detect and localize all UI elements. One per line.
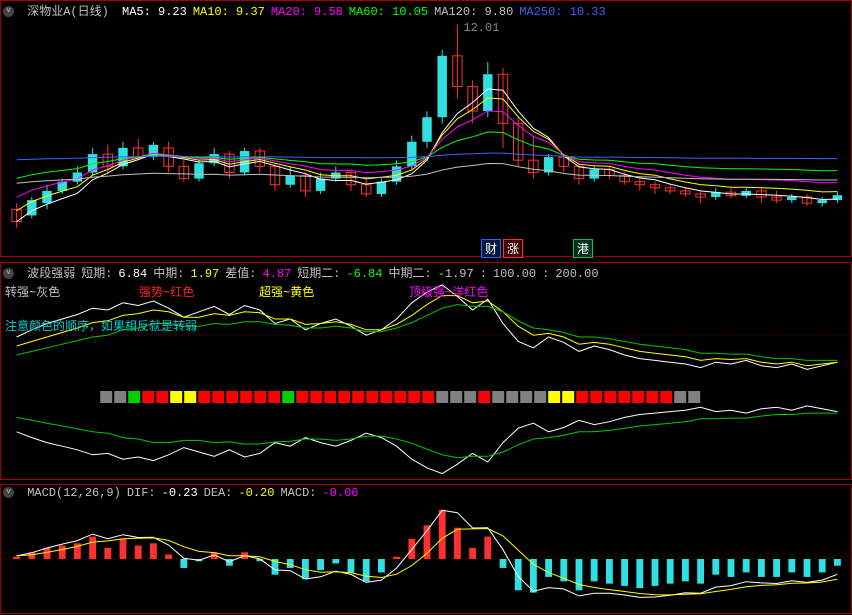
stock-title: 深物业A(日线) [27,5,109,19]
info-tag[interactable]: 涨 [503,239,523,258]
candlestick-panel[interactable]: ˅ 深物业A(日线) MA5: 9.23MA10: 9.37MA20: 9.58… [0,0,852,257]
panel-close-icon[interactable]: ˅ [3,487,14,498]
legend-item: 超强~黄色 [259,283,314,300]
legend-item: 转强~灰色 [5,283,60,300]
main-header: ˅ 深物业A(日线) MA5: 9.23MA10: 9.37MA20: 9.58… [3,2,618,18]
panel-close-icon[interactable]: ˅ [3,268,14,279]
mid-header: ˅ 波段强弱短期:6.84中期:1.97差值:4.87短期二:-6.84中期二:… [3,264,611,280]
legend-item: 强势~红色 [139,283,194,300]
legend-item: 顶级强~洋红色 [409,283,488,300]
candlestick-chart [1,1,852,258]
color-order-note: 注意颜色的顺序，如果相反就是转弱 [5,317,197,334]
strength-indicator-panel[interactable]: ˅ 波段强弱短期:6.84中期:1.97差值:4.87短期二:-6.84中期二:… [0,262,852,480]
macd-panel[interactable]: ˅ MACD(12,26,9)DIF:-0.23DEA:-0.20MACD:-0… [0,484,852,614]
macd-chart [1,485,852,615]
macd-header: ˅ MACD(12,26,9)DIF:-0.23DEA:-0.20MACD:-0… [3,486,371,502]
info-tag[interactable]: 港 [573,239,593,258]
high-price-label: 12.01 [463,21,499,35]
info-tag[interactable]: 财 [481,239,501,258]
panel-close-icon[interactable]: ˅ [3,6,14,17]
